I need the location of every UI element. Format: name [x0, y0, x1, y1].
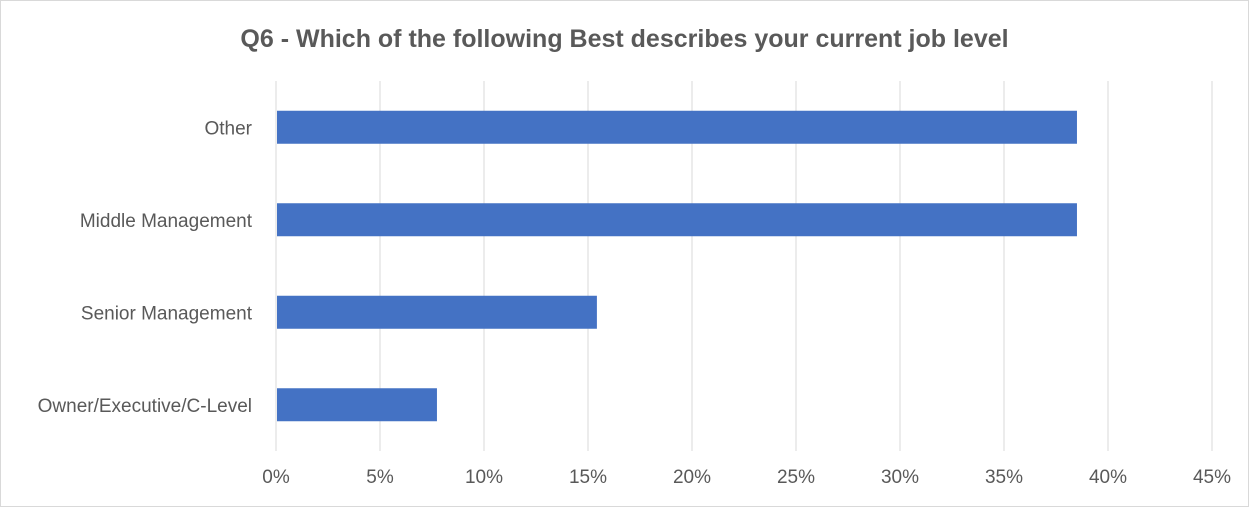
bar-other: [277, 110, 1077, 144]
bar-senior-management: [277, 295, 597, 329]
x-tick-label: 45%: [1193, 467, 1231, 488]
bar-middle-management: [277, 203, 1077, 237]
category-label-other: Other: [204, 118, 252, 139]
category-label-senior-management: Senior Management: [81, 303, 253, 324]
chart-title: Q6 - Which of the following Best describ…: [240, 25, 1009, 53]
x-tick-label: 40%: [1089, 467, 1127, 488]
category-label-owner-executive-c-level: Owner/Executive/C-Level: [38, 396, 252, 417]
x-tick-label: 10%: [465, 467, 503, 488]
x-tick-label: 25%: [777, 467, 815, 488]
x-tick-label: 35%: [985, 467, 1023, 488]
bar-owner-executive-c-level: [277, 388, 437, 422]
x-tick-label: 0%: [262, 467, 290, 488]
x-tick-label: 5%: [366, 467, 394, 488]
x-tick-label: 20%: [673, 467, 711, 488]
category-label-middle-management: Middle Management: [80, 211, 253, 232]
x-tick-label: 15%: [569, 467, 607, 488]
x-tick-label: 30%: [881, 467, 919, 488]
